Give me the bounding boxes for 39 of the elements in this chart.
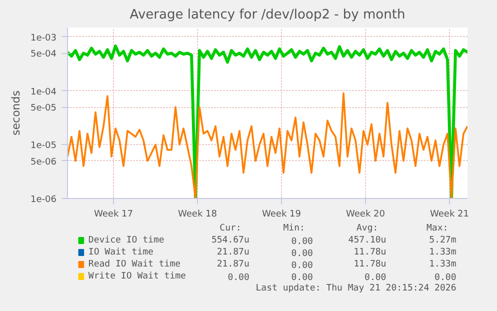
y-axis-title: seconds — [10, 90, 23, 136]
text: 0.00 — [291, 237, 313, 247]
x-tick-label: Week 20 — [346, 210, 386, 220]
text: Cur: — [220, 224, 242, 234]
y-tick-label: 5e-06 — [30, 157, 57, 168]
text: 0.00 — [291, 273, 313, 283]
legend-label: Write IO Wait time — [88, 272, 186, 282]
y-tick-label: 1e-06 — [30, 195, 57, 205]
text: 21.87u — [216, 260, 250, 270]
text: Max: — [426, 224, 448, 234]
y-tick-label: 1e-03 — [30, 33, 57, 44]
text: 5.27m — [429, 236, 456, 246]
x-tick-label: Week 18 — [178, 210, 218, 220]
text: Avg: — [356, 224, 378, 234]
text: 0.00 — [228, 273, 250, 283]
x-tick-label: Week 21 — [430, 210, 469, 220]
x-tick-label: Week 19 — [262, 210, 302, 220]
text: Min: — [283, 224, 305, 234]
text: 1.33m — [429, 248, 456, 258]
text: 0.00 — [434, 273, 456, 283]
y-tick-label: 1e-05 — [30, 141, 57, 152]
y-tick-label: 1e-04 — [30, 87, 57, 98]
y-tick-label: 5e-04 — [30, 50, 57, 60]
x-tick-label: Week 17 — [94, 210, 133, 220]
text: 554.67u — [211, 236, 250, 246]
legend-label: Read IO Wait time — [88, 260, 181, 270]
text: 1.33m — [429, 260, 456, 270]
text: 21.87u — [216, 248, 250, 258]
text: 0.00 — [291, 261, 313, 271]
text: 0.00 — [291, 249, 313, 259]
legend-label: IO Wait time — [88, 248, 154, 258]
text: 0.00 — [364, 273, 386, 283]
text: 11.78u — [354, 260, 386, 270]
text: Last update: Thu May 21 20:15:24 2026 — [256, 284, 456, 294]
text: 11.78u — [354, 248, 386, 258]
legend-label: Device IO time — [88, 236, 164, 246]
text: 457.10u — [348, 236, 386, 246]
y-tick-label: 5e-05 — [30, 104, 57, 114]
chart-title: Average latency for /dev/loop2 - by month — [130, 8, 406, 22]
